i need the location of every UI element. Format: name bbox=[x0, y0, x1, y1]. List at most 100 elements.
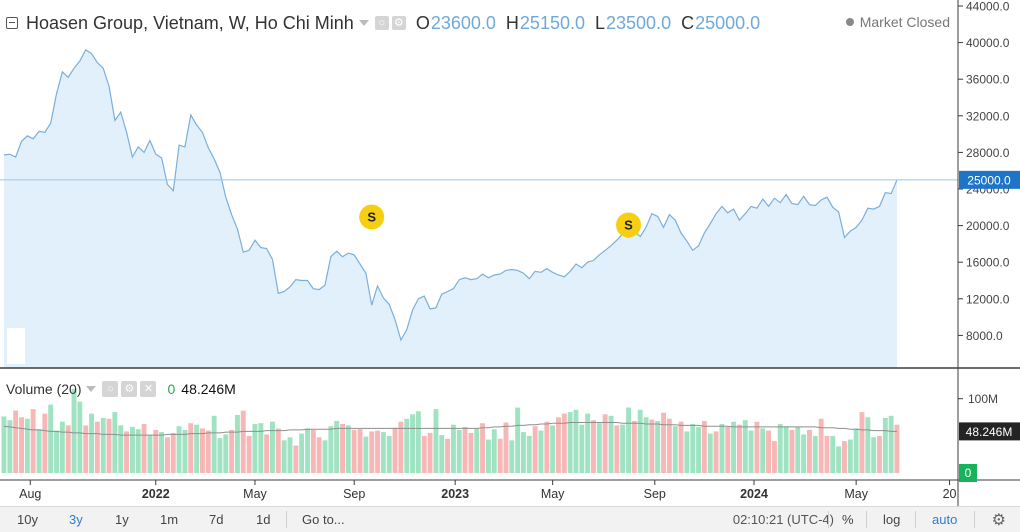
volume-bar bbox=[182, 429, 188, 473]
split-markers[interactable]: SS bbox=[359, 204, 642, 238]
auto-button[interactable]: auto bbox=[932, 512, 958, 527]
volume-bar bbox=[888, 415, 894, 473]
volume-bar bbox=[672, 426, 678, 473]
volume-bar bbox=[334, 421, 340, 473]
split-marker[interactable] bbox=[616, 212, 642, 238]
volume-bar bbox=[211, 415, 217, 473]
volume-bar bbox=[661, 412, 666, 473]
volume-bar bbox=[170, 432, 176, 473]
symbol-title[interactable]: Hoasen Group, Vietnam, W, Ho Chi Minh bbox=[26, 12, 354, 33]
volume-bar bbox=[812, 435, 818, 473]
price-tick-label: 28000.0 bbox=[966, 146, 1010, 160]
volume-bar bbox=[847, 439, 853, 473]
price-chart[interactable]: SS 44000.040000.036000.032000.028000.024… bbox=[0, 0, 1020, 506]
volume-bar bbox=[77, 401, 83, 473]
open-value: 23600.0 bbox=[430, 12, 496, 33]
time-tick-label: 2023 bbox=[441, 487, 469, 501]
volume-bar bbox=[200, 428, 205, 473]
time-tick-label: Sep bbox=[644, 487, 666, 501]
volume-bar bbox=[1, 416, 7, 473]
volume-bar bbox=[836, 446, 842, 473]
volume-bar bbox=[351, 429, 357, 473]
zero-volume-label: 0 bbox=[965, 466, 972, 480]
market-status-text: Market Closed bbox=[859, 14, 950, 30]
volume-bar bbox=[707, 433, 713, 473]
range-1d-button[interactable]: 1d bbox=[256, 512, 271, 527]
time-axis[interactable]: Aug 2022 May Sep 2023 May Sep 2024 May 20 bbox=[19, 480, 957, 501]
volume-bar bbox=[456, 429, 462, 473]
last-volume-label: 48.246M bbox=[966, 425, 1013, 439]
volume-bar bbox=[48, 404, 54, 473]
high-key: H bbox=[505, 12, 519, 33]
range-1m-button[interactable]: 1m bbox=[160, 512, 179, 527]
toolbar-divider bbox=[286, 511, 287, 528]
pane-artifact bbox=[7, 328, 25, 364]
volume-bar bbox=[322, 440, 328, 473]
volume-bar bbox=[696, 426, 701, 473]
volume-chevron-icon[interactable] bbox=[86, 386, 97, 392]
volume-bar bbox=[194, 424, 200, 473]
price-tick-label: 8000.0 bbox=[966, 329, 1003, 343]
range-1y-button[interactable]: 1y bbox=[115, 512, 129, 527]
volume-bar bbox=[340, 424, 345, 473]
volume-bar bbox=[684, 431, 690, 473]
time-tick-label: 2024 bbox=[740, 487, 768, 501]
volume-bar bbox=[240, 410, 246, 473]
volume-bar bbox=[369, 431, 375, 473]
volume-bar bbox=[54, 430, 59, 473]
log-button[interactable]: log bbox=[883, 512, 901, 527]
range-10y-button[interactable]: 10y bbox=[17, 512, 38, 527]
volume-bar bbox=[147, 435, 153, 473]
chevron-down-icon[interactable] bbox=[358, 20, 369, 26]
volume-gear-icon[interactable]: ⚙ bbox=[121, 381, 138, 397]
zero-volume-badge: 0 bbox=[959, 464, 977, 482]
volume-bar bbox=[526, 435, 532, 473]
volume-bar bbox=[281, 440, 287, 473]
volume-bar bbox=[731, 421, 736, 473]
clock-time[interactable]: 02:10:21 (UTC-4) bbox=[732, 512, 834, 527]
volume-axis[interactable]: 100M bbox=[958, 392, 998, 406]
volume-bar bbox=[573, 409, 579, 473]
volume-bar bbox=[451, 424, 456, 473]
volume-bar bbox=[141, 424, 147, 473]
collapse-icon[interactable] bbox=[6, 17, 18, 29]
volume-close-icon[interactable]: ✕ bbox=[140, 381, 157, 397]
split-marker[interactable] bbox=[359, 204, 385, 230]
goto-button[interactable]: Go to... bbox=[302, 512, 345, 527]
volume-bar bbox=[626, 407, 631, 473]
percent-button[interactable]: % bbox=[842, 512, 854, 527]
toolbar-divider bbox=[915, 511, 916, 528]
range-7d-button[interactable]: 7d bbox=[209, 512, 224, 527]
low-value: 23500.0 bbox=[606, 12, 672, 33]
high-value: 25150.0 bbox=[519, 12, 585, 33]
volume-bar bbox=[59, 421, 65, 473]
volume-bar bbox=[380, 432, 386, 473]
ohlc-values: O 23600.0 H 25150.0 L 23500.0 C 25000.0 bbox=[414, 13, 760, 34]
price-area-fill bbox=[4, 49, 897, 369]
range-3y-button[interactable]: 3y bbox=[69, 512, 83, 527]
volume-bar bbox=[363, 436, 369, 473]
volume-bar bbox=[777, 424, 783, 473]
split-marker-glyph: S bbox=[624, 218, 633, 233]
volume-bar bbox=[375, 430, 380, 473]
volume-bar bbox=[596, 423, 602, 473]
volume-bar bbox=[130, 426, 135, 473]
volume-bar bbox=[521, 432, 526, 473]
volume-title[interactable]: Volume (20) bbox=[6, 381, 82, 397]
volume-bar bbox=[392, 427, 398, 473]
toolbar-divider bbox=[866, 511, 867, 528]
volume-eye-icon[interactable]: ○ bbox=[102, 381, 119, 397]
volume-bar bbox=[824, 435, 830, 473]
volume-bar bbox=[270, 421, 275, 473]
volume-bar bbox=[468, 432, 474, 473]
price-axis[interactable]: 44000.040000.036000.032000.028000.024000… bbox=[958, 0, 1010, 343]
eye-icon[interactable]: ○ bbox=[374, 16, 389, 30]
volume-bar bbox=[30, 409, 36, 473]
volume-bar bbox=[223, 434, 229, 473]
volume-bar bbox=[445, 438, 450, 473]
volume-bar bbox=[637, 409, 643, 473]
gear-icon[interactable]: ⚙ bbox=[391, 16, 406, 30]
volume-bar bbox=[433, 409, 439, 473]
volume-bar bbox=[83, 425, 89, 473]
settings-gear-icon[interactable]: ⚙ bbox=[991, 512, 1006, 529]
